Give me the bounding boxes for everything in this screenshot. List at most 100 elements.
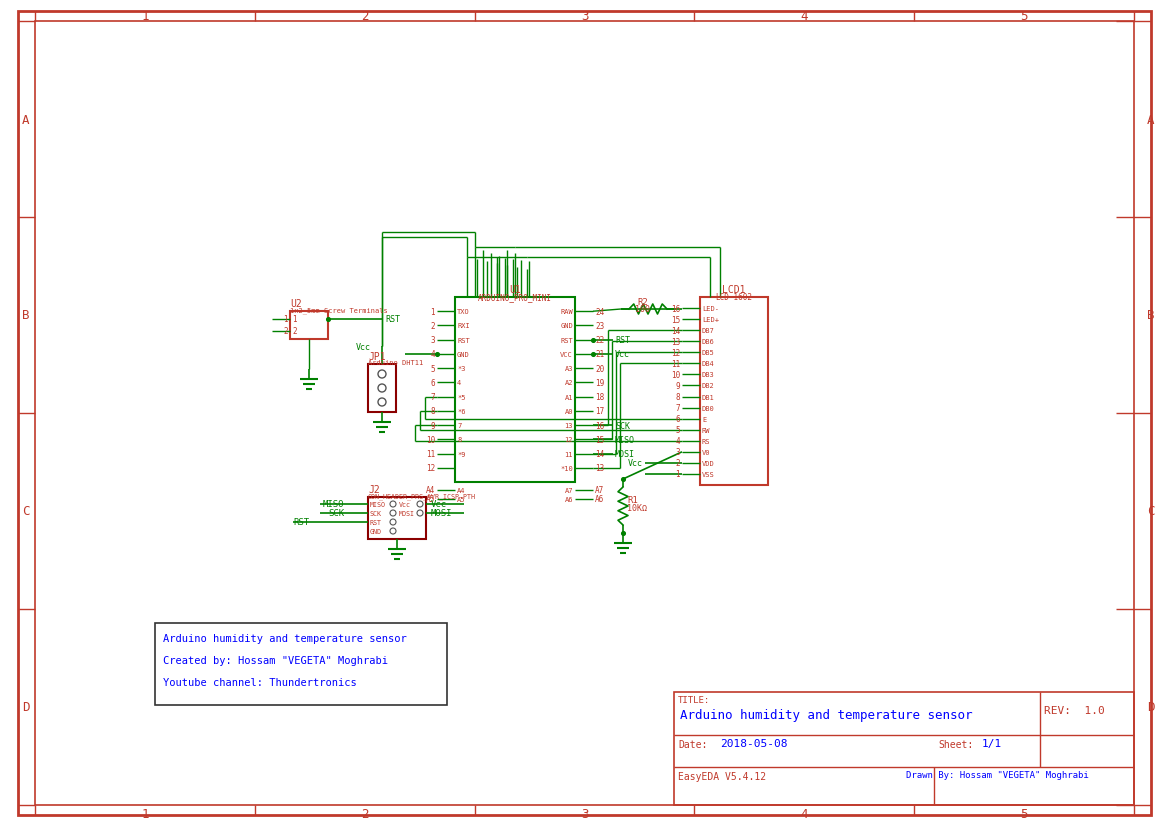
Text: A: A <box>1147 113 1155 127</box>
Text: 14: 14 <box>671 327 680 335</box>
Text: 12: 12 <box>565 437 573 442</box>
Text: *10: *10 <box>560 466 573 471</box>
Text: MOSI: MOSI <box>615 450 635 458</box>
Text: 3: 3 <box>430 336 435 345</box>
Text: C: C <box>1147 505 1155 518</box>
Text: SCK: SCK <box>328 509 344 518</box>
Text: 2: 2 <box>361 807 368 820</box>
Text: 15: 15 <box>671 315 680 324</box>
Text: V0: V0 <box>703 449 711 456</box>
Text: 1: 1 <box>141 11 148 23</box>
Text: 16: 16 <box>595 421 604 430</box>
Bar <box>700 298 768 485</box>
Text: GND: GND <box>371 528 382 534</box>
Text: A: A <box>22 113 29 127</box>
Text: DB2: DB2 <box>703 383 714 389</box>
Text: Arduino DHT11: Arduino DHT11 <box>368 360 423 366</box>
Text: DB1: DB1 <box>703 394 714 400</box>
Bar <box>290 312 328 340</box>
Text: SCK: SCK <box>371 510 382 516</box>
Text: 2018-05-08: 2018-05-08 <box>720 738 788 748</box>
Text: MOSI: MOSI <box>399 510 415 516</box>
Text: A2: A2 <box>565 380 573 386</box>
Text: 1: 1 <box>430 308 435 317</box>
Text: A7: A7 <box>595 486 604 495</box>
Text: A5: A5 <box>457 496 465 502</box>
Text: VDD: VDD <box>703 461 714 466</box>
Text: CON_HEADER_PRG_AVR_ICSP-PTH: CON_HEADER_PRG_AVR_ICSP-PTH <box>368 492 476 499</box>
Text: 1x2_5mm Screw Terminals: 1x2_5mm Screw Terminals <box>290 307 388 313</box>
Text: Arduino humidity and temperature sensor: Arduino humidity and temperature sensor <box>162 633 407 643</box>
Text: MISO: MISO <box>371 501 386 508</box>
Text: 2: 2 <box>361 11 368 23</box>
Text: A3: A3 <box>565 366 573 371</box>
Text: 7: 7 <box>676 404 680 413</box>
Text: 4: 4 <box>801 807 808 820</box>
Text: *6: *6 <box>457 409 465 414</box>
Text: A4: A4 <box>426 486 435 495</box>
Text: 14: 14 <box>595 450 604 458</box>
Text: R2: R2 <box>637 298 649 307</box>
Text: *5: *5 <box>457 394 465 400</box>
Text: RST: RST <box>615 336 630 345</box>
Text: 12: 12 <box>426 464 435 473</box>
Text: 6: 6 <box>430 379 435 387</box>
Text: DB4: DB4 <box>703 361 714 367</box>
Text: GND: GND <box>457 351 470 357</box>
Text: A1: A1 <box>565 394 573 400</box>
Text: B: B <box>1147 309 1155 322</box>
Text: A6: A6 <box>595 495 604 504</box>
Text: 8: 8 <box>457 437 462 442</box>
Text: 11: 11 <box>671 360 680 368</box>
Text: 11: 11 <box>426 450 435 458</box>
Text: LED-: LED- <box>703 306 719 312</box>
Text: 13: 13 <box>671 337 680 347</box>
Text: Vcc: Vcc <box>628 459 643 468</box>
Text: RS: RS <box>703 438 711 444</box>
Text: DB6: DB6 <box>703 339 714 345</box>
Text: D: D <box>1147 700 1155 714</box>
Text: 13: 13 <box>595 464 604 473</box>
Text: MISO: MISO <box>615 435 635 444</box>
Text: RST: RST <box>371 519 382 525</box>
Text: A5: A5 <box>426 495 435 504</box>
Text: REV:  1.0: REV: 1.0 <box>1044 705 1105 715</box>
Text: 4: 4 <box>801 11 808 23</box>
Text: Drawn By: Hossam "VEGETA" Moghrabi: Drawn By: Hossam "VEGETA" Moghrabi <box>906 770 1088 779</box>
Text: LCD1: LCD1 <box>722 284 746 294</box>
Text: B: B <box>22 309 29 322</box>
Text: 2: 2 <box>430 322 435 331</box>
Text: 5: 5 <box>1021 807 1028 820</box>
Text: LED+: LED+ <box>703 317 719 323</box>
Text: 15: 15 <box>595 435 604 444</box>
Text: SCK: SCK <box>615 421 630 430</box>
Text: 3: 3 <box>676 447 680 457</box>
Text: R1: R1 <box>627 495 638 504</box>
Text: 9: 9 <box>430 421 435 430</box>
Text: 4: 4 <box>457 380 462 386</box>
Text: VSS: VSS <box>703 471 714 477</box>
Text: 10KΩ: 10KΩ <box>627 504 646 513</box>
Text: 2: 2 <box>676 459 680 468</box>
Text: Vcc: Vcc <box>355 342 371 351</box>
Text: U2: U2 <box>290 299 302 308</box>
Text: RST: RST <box>457 337 470 343</box>
Text: RXI: RXI <box>457 323 470 329</box>
Text: 2: 2 <box>283 327 288 336</box>
Text: 9: 9 <box>676 381 680 390</box>
Text: 8: 8 <box>676 393 680 402</box>
Text: LCD-1602: LCD-1602 <box>715 293 753 302</box>
Text: 1: 1 <box>292 315 297 324</box>
Text: 4: 4 <box>430 350 435 359</box>
Text: 16: 16 <box>671 304 680 313</box>
Text: RW: RW <box>703 428 711 433</box>
Text: TITLE:: TITLE: <box>678 696 711 704</box>
Text: MISO: MISO <box>323 500 345 509</box>
Text: A7: A7 <box>565 487 573 494</box>
Bar <box>155 624 447 705</box>
Text: Sheet:: Sheet: <box>938 739 973 749</box>
Text: 17: 17 <box>595 407 604 416</box>
Text: Vcc: Vcc <box>399 501 411 508</box>
Text: 3: 3 <box>581 807 588 820</box>
Text: *3: *3 <box>457 366 465 371</box>
